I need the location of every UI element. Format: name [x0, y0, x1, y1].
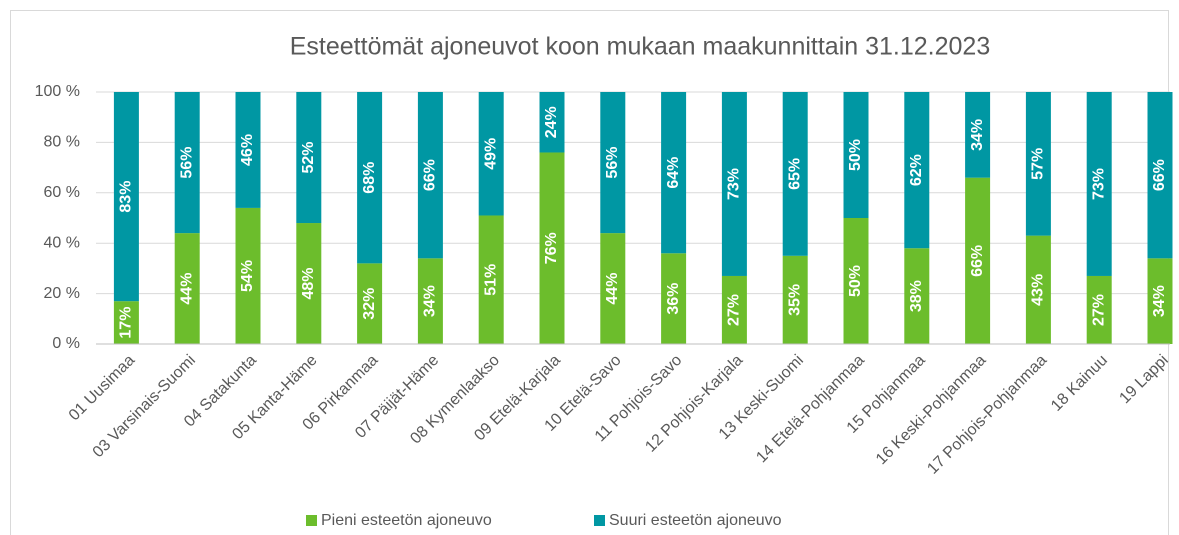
bar-segment	[661, 92, 687, 254]
value-label: 62%	[908, 154, 925, 186]
value-label: 34%	[969, 119, 986, 151]
bar-segment	[296, 223, 322, 344]
value-label: 83%	[118, 181, 135, 213]
value-label: 44%	[604, 273, 621, 305]
value-label: 76%	[543, 232, 560, 264]
value-label: 50%	[847, 265, 864, 297]
y-tick-label: 40 %	[44, 234, 80, 251]
bar-segment	[235, 92, 261, 208]
bar-segment	[600, 92, 626, 234]
bar-segment	[1025, 92, 1051, 236]
x-tick-label: 18 Kainuu	[1048, 352, 1111, 415]
y-tick-label: 60 %	[44, 184, 80, 201]
value-label: 27%	[726, 294, 743, 326]
value-label: 35%	[786, 284, 803, 316]
bar-segment	[965, 177, 991, 344]
x-tick-label: 16 Keski-Pohjanmaa	[873, 352, 990, 469]
bar-segment	[174, 233, 200, 344]
bar-segment	[235, 207, 261, 344]
bar-segment	[478, 92, 504, 216]
bar-segment	[1025, 235, 1051, 344]
value-label: 73%	[1090, 168, 1107, 200]
bar-segment	[113, 92, 139, 302]
value-label: 52%	[300, 142, 317, 174]
bar-segment	[296, 92, 322, 224]
value-label: 34%	[1151, 285, 1168, 317]
x-tick-label: 19 Lappi	[1116, 352, 1171, 407]
bar-segment	[843, 218, 869, 344]
value-label: 57%	[1030, 148, 1047, 180]
bar-segment	[539, 92, 565, 153]
value-label: 68%	[361, 162, 378, 194]
value-label: 64%	[665, 157, 682, 189]
value-label: 32%	[361, 288, 378, 320]
chart-title: Esteettömät ajoneuvot koon mukaan maakun…	[290, 33, 990, 61]
x-tick-label: 17 Pohjois-Pohjanmaa	[924, 352, 1050, 478]
value-label: 38%	[908, 280, 925, 312]
value-label: 44%	[178, 273, 195, 305]
value-label: 54%	[239, 260, 256, 292]
bar-segment	[904, 92, 930, 249]
value-label: 66%	[969, 245, 986, 277]
bar-segment	[661, 253, 687, 344]
value-label: 17%	[118, 307, 135, 339]
value-label: 56%	[178, 147, 195, 179]
y-tick-label: 100 %	[35, 83, 80, 100]
bar-segment	[478, 215, 504, 344]
value-label: 73%	[726, 168, 743, 200]
bar-segment	[113, 301, 139, 344]
legend-label: Pieni esteetön ajoneuvo	[321, 512, 492, 529]
value-label: 27%	[1090, 294, 1107, 326]
bar-segment	[721, 275, 747, 344]
bar-segment	[1147, 92, 1173, 259]
bar-segment	[417, 258, 443, 344]
legend-swatch	[306, 515, 317, 526]
value-label: 46%	[239, 134, 256, 166]
bar-segment	[1147, 258, 1173, 344]
bar-segment	[357, 263, 383, 344]
value-label: 65%	[786, 158, 803, 190]
y-tick-label: 80 %	[44, 134, 80, 151]
bar-segment	[174, 92, 200, 234]
bar-segment	[904, 248, 930, 344]
x-tick-label: 14 Etelä-Pohjanmaa	[753, 352, 868, 467]
bar-segment	[965, 92, 991, 178]
value-label: 34%	[422, 285, 439, 317]
y-tick-label: 0 %	[52, 335, 80, 352]
value-label: 49%	[482, 138, 499, 170]
legend-label: Suuri esteetön ajoneuvo	[609, 512, 782, 529]
bar-segment	[1086, 275, 1112, 344]
value-label: 36%	[665, 283, 682, 315]
legend-swatch	[594, 515, 605, 526]
bar-segment	[600, 233, 626, 344]
bar-segment	[1086, 92, 1112, 276]
bar-segment	[782, 255, 808, 344]
bar-segment	[357, 92, 383, 264]
value-label: 51%	[482, 264, 499, 296]
bar-segment	[539, 152, 565, 344]
value-label: 50%	[847, 139, 864, 171]
bar-segment	[843, 92, 869, 218]
bar-segment	[721, 92, 747, 276]
value-label: 43%	[1030, 274, 1047, 306]
x-tick-label: 03 Varsinais-Suomi	[90, 352, 199, 461]
bar-segment	[417, 92, 443, 259]
bar-segment	[782, 92, 808, 256]
value-label: 56%	[604, 147, 621, 179]
y-tick-label: 20 %	[44, 285, 80, 302]
value-label: 48%	[300, 268, 317, 300]
value-label: 66%	[422, 159, 439, 191]
value-label: 24%	[543, 106, 560, 138]
value-label: 66%	[1151, 159, 1168, 191]
